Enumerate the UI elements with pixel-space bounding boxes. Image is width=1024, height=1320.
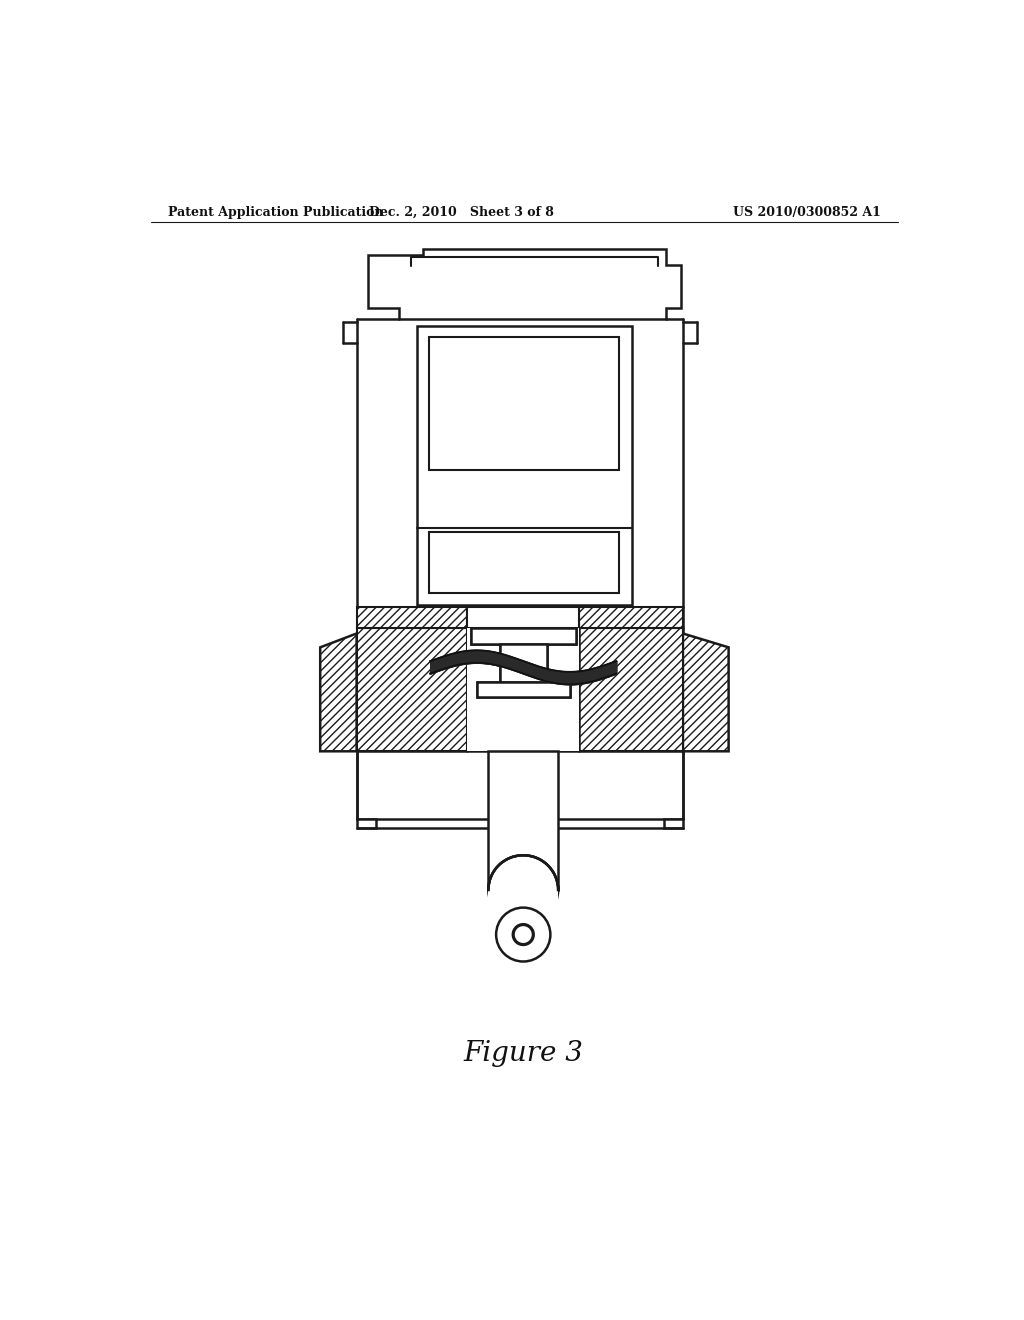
Text: US 2010/0300852 A1: US 2010/0300852 A1: [733, 206, 882, 219]
Bar: [356, 818, 376, 829]
Bar: [429, 532, 620, 594]
Polygon shape: [321, 634, 356, 751]
Bar: [467, 628, 579, 751]
Bar: [500, 644, 547, 682]
Circle shape: [496, 908, 550, 961]
Bar: [488, 751, 558, 890]
Polygon shape: [579, 607, 683, 628]
Bar: [429, 337, 620, 470]
Bar: [471, 628, 575, 644]
Bar: [471, 628, 575, 644]
Polygon shape: [356, 628, 467, 751]
Text: Figure 3: Figure 3: [463, 1040, 584, 1067]
Bar: [500, 644, 547, 682]
Circle shape: [488, 855, 558, 924]
Bar: [417, 326, 632, 605]
Bar: [467, 607, 579, 628]
Polygon shape: [683, 634, 729, 751]
Text: Dec. 2, 2010   Sheet 3 of 8: Dec. 2, 2010 Sheet 3 of 8: [369, 206, 554, 219]
Polygon shape: [356, 607, 467, 628]
Bar: [477, 682, 569, 697]
Polygon shape: [369, 249, 681, 318]
Circle shape: [513, 924, 534, 945]
Bar: [488, 886, 558, 924]
Bar: [664, 818, 683, 829]
Text: Patent Application Publication: Patent Application Publication: [168, 206, 384, 219]
Bar: [477, 682, 569, 697]
Polygon shape: [579, 628, 683, 751]
